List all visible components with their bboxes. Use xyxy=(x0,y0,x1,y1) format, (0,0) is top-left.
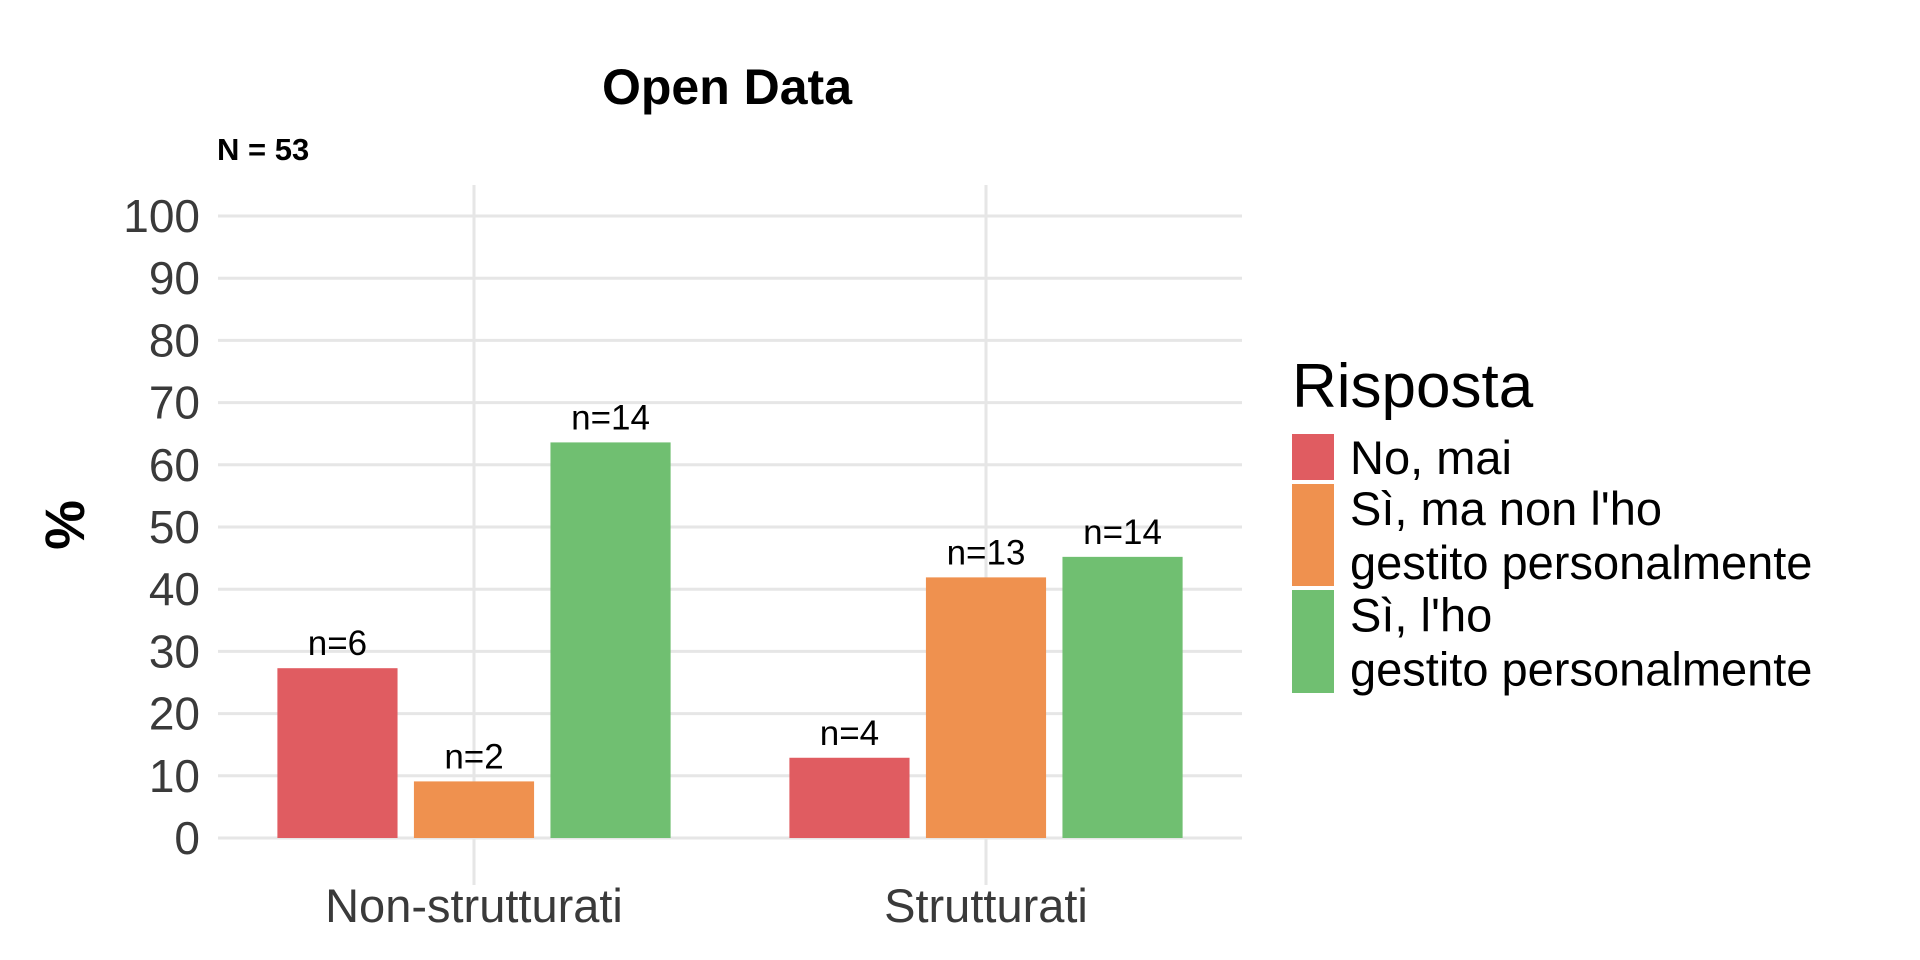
data-labels: n=6 n=2 n=14 n=4 n=13 n=14 xyxy=(308,398,1162,776)
y-axis-label: % xyxy=(33,500,96,550)
bar-data-label: n=13 xyxy=(947,533,1026,572)
legend-swatch xyxy=(1292,434,1334,480)
y-tick-label: 10 xyxy=(149,750,200,802)
chart-subtitle: N = 53 xyxy=(217,132,309,167)
legend-title: Risposta xyxy=(1292,352,1534,421)
bar xyxy=(277,668,398,838)
bar-data-label: n=14 xyxy=(1083,513,1162,552)
legend-swatch xyxy=(1292,484,1334,586)
y-tick-label: 40 xyxy=(149,563,200,615)
y-tick-label: 80 xyxy=(149,314,200,366)
bar xyxy=(1062,556,1183,838)
bar-data-label: n=4 xyxy=(820,714,879,753)
bar-data-label: n=2 xyxy=(444,737,503,776)
y-tick-label: 90 xyxy=(149,252,200,304)
bars xyxy=(277,442,1183,838)
bar xyxy=(550,442,671,838)
y-tick-label: 60 xyxy=(149,439,200,491)
y-tick-label: 30 xyxy=(149,625,200,677)
bar xyxy=(413,781,535,838)
y-tick-label: 50 xyxy=(149,501,200,553)
chart-title: Open Data xyxy=(602,59,853,115)
bar xyxy=(789,757,910,838)
y-tick-label: 20 xyxy=(149,688,200,740)
x-tick-label: Strutturati xyxy=(884,879,1088,932)
y-tick-label: 0 xyxy=(174,812,200,864)
legend-label: Sì, l'ho xyxy=(1350,589,1492,642)
bar-data-label: n=6 xyxy=(308,624,367,663)
legend-label: gestito personalmente xyxy=(1350,643,1812,696)
y-tick-label: 70 xyxy=(149,377,200,429)
bar xyxy=(925,577,1047,838)
y-axis-ticks: 0 10 20 30 40 50 60 70 80 90 100 xyxy=(123,190,200,864)
bar-data-label: n=14 xyxy=(571,398,650,437)
x-axis-ticks: Non-strutturati Strutturati xyxy=(325,879,1088,932)
legend-swatch xyxy=(1292,590,1334,693)
legend-label: gestito personalmente xyxy=(1350,536,1812,589)
x-tick-label: Non-strutturati xyxy=(325,879,623,932)
y-tick-label: 100 xyxy=(123,190,200,242)
legend-label: No, mai xyxy=(1350,431,1512,484)
legend-label: Sì, ma non l'ho xyxy=(1350,482,1662,535)
legend-item: No, mai xyxy=(1292,431,1512,484)
